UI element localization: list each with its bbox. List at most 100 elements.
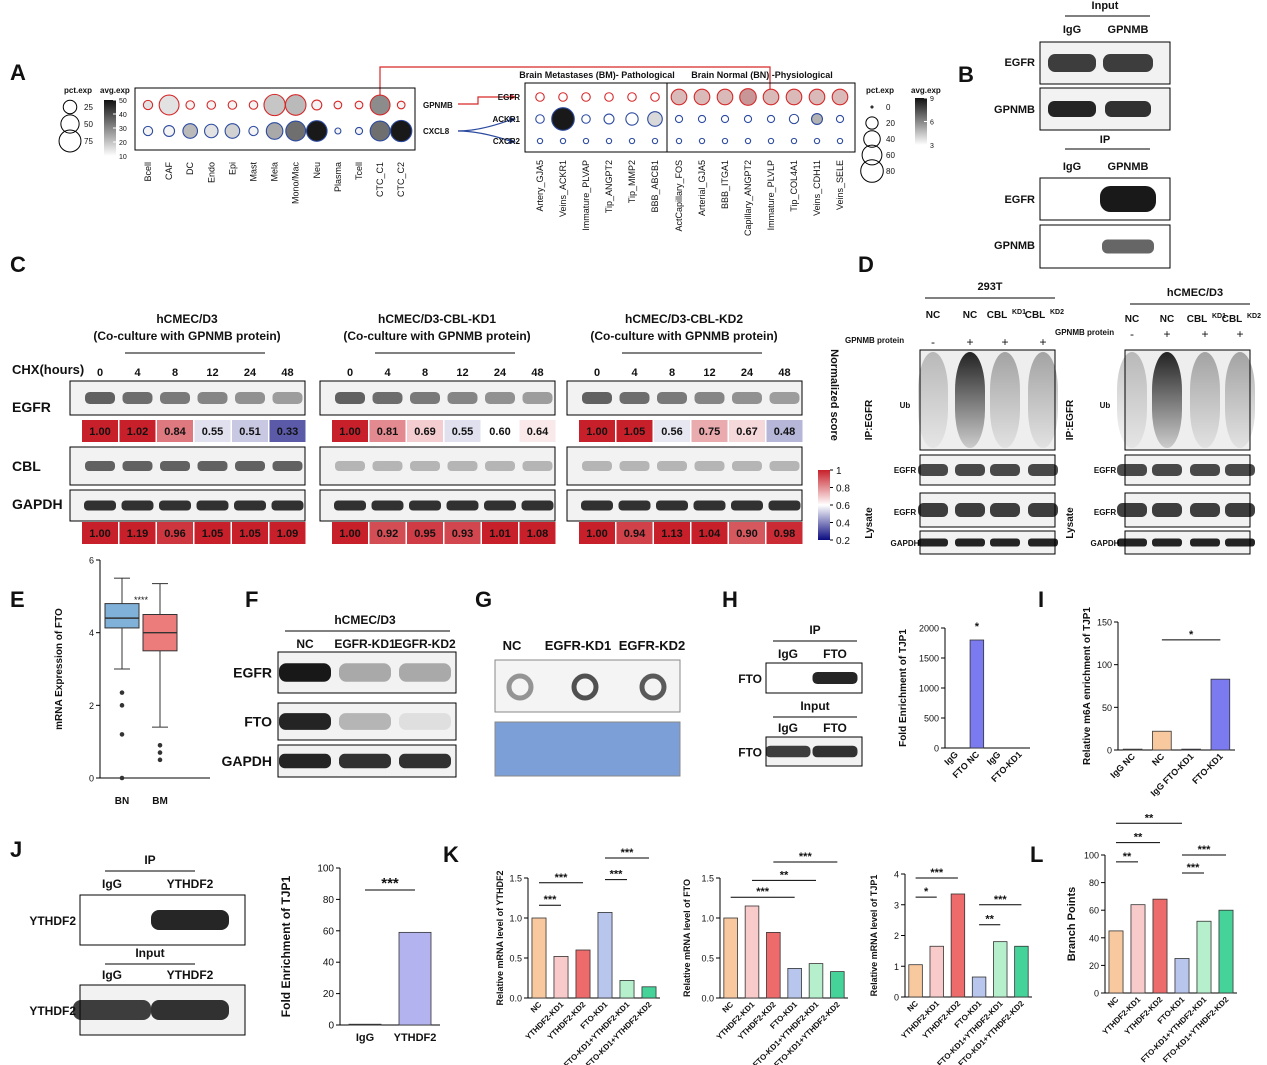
dot	[581, 92, 591, 102]
label: Ub	[1100, 401, 1111, 410]
score-label: 0.75	[699, 426, 720, 438]
cell-label: BBB_ABCB1	[650, 160, 660, 213]
blot-band	[271, 500, 304, 511]
time-label: 4	[384, 367, 391, 379]
blot-band	[85, 461, 115, 471]
significance: ***	[756, 886, 770, 898]
dot	[831, 88, 849, 106]
blot-band	[399, 753, 451, 769]
label: KD1	[1012, 309, 1026, 316]
blot-band	[1117, 464, 1147, 476]
blot-band	[918, 464, 948, 476]
score-box	[194, 420, 231, 442]
label: YTHDF2	[29, 914, 76, 928]
outlier	[157, 750, 163, 755]
panel-letter: B	[958, 62, 974, 87]
label: EGFR	[233, 665, 272, 681]
dot	[744, 137, 752, 145]
colorbar-title: Normalized score	[828, 349, 840, 441]
blot-band	[1103, 54, 1153, 72]
dotplot-frame	[524, 82, 856, 153]
cell-label: Mast	[249, 162, 259, 182]
blot-band	[410, 392, 440, 404]
group-title: Brain Normal (BN) -Physiological	[691, 70, 833, 80]
dot	[693, 88, 711, 106]
score-label: 0.69	[414, 426, 435, 438]
score-label: 0.67	[736, 426, 757, 438]
sign: -	[1130, 327, 1134, 341]
score-box	[691, 522, 728, 544]
score-label: 1.00	[339, 426, 360, 438]
x-tick-label: NC	[1106, 995, 1121, 1010]
blot-band	[279, 753, 331, 769]
blot-band	[1225, 352, 1255, 448]
dot	[651, 137, 659, 145]
dot	[263, 93, 286, 117]
score-box	[369, 420, 406, 442]
blot-band	[769, 461, 800, 471]
cell-label: CAF	[164, 161, 174, 180]
dot	[142, 125, 154, 137]
y-tick-label: 0	[934, 744, 939, 754]
blot-band	[522, 461, 553, 471]
blot-band	[1190, 352, 1220, 448]
dot	[766, 114, 776, 124]
gene-label: CXCR2	[493, 137, 521, 146]
colorbar-label: 50	[119, 98, 127, 105]
bar	[1130, 904, 1146, 994]
dot	[605, 137, 613, 145]
bar	[993, 941, 1008, 998]
sign: +	[1201, 327, 1208, 341]
significance: ***	[610, 869, 624, 881]
dot	[334, 127, 342, 135]
panel-letter: I	[1038, 587, 1044, 612]
cell-label: Tip_MMP2	[627, 160, 637, 203]
bar	[1218, 909, 1234, 994]
label: avg.exp	[911, 86, 941, 95]
cell-label: Mela	[270, 162, 280, 182]
bar	[1181, 748, 1201, 751]
blot-band	[1100, 186, 1156, 212]
blot	[566, 446, 803, 486]
blot-band	[160, 461, 190, 471]
label: 0.8	[836, 484, 850, 495]
y-tick-label: 100	[1097, 660, 1112, 670]
sign: +	[1039, 335, 1046, 349]
significance: ***	[1187, 862, 1201, 874]
y-tick-label: 60	[1089, 906, 1099, 916]
blot-band	[399, 713, 451, 730]
label: CBL	[1187, 314, 1208, 325]
label: KD1	[1212, 313, 1226, 320]
panel-letter: C	[10, 252, 26, 277]
label: YTHDF2	[167, 877, 214, 891]
dot	[716, 88, 734, 106]
y-tick-label: 50	[1102, 703, 1112, 713]
score-box	[579, 522, 615, 544]
dot	[305, 120, 328, 142]
score-box	[519, 420, 556, 442]
dot-spot	[639, 673, 667, 701]
dot	[224, 123, 241, 139]
label: (Co-culture with GPNMB protein)	[343, 329, 530, 343]
significance: **	[985, 914, 994, 926]
y-tick-label: 2000	[919, 624, 939, 634]
time-label: 12	[456, 367, 468, 379]
dot	[582, 137, 590, 145]
score-label: 1.02	[127, 426, 148, 438]
sign: +	[1236, 327, 1243, 341]
score-label: 0.92	[377, 528, 398, 540]
score-box	[269, 420, 306, 442]
score-box	[729, 522, 765, 544]
cell-label: Arterial_GJA5	[697, 160, 707, 216]
blot-band	[1102, 239, 1154, 254]
box	[104, 603, 140, 629]
label: CHX(hours)	[12, 362, 84, 377]
label: avg.exp	[100, 86, 130, 95]
bar	[971, 976, 987, 998]
score-label: 1.19	[127, 528, 148, 540]
bar	[1152, 898, 1168, 994]
y-tick-label: 0	[328, 1021, 334, 1032]
bar	[553, 956, 569, 999]
score-label: 1.00	[89, 426, 110, 438]
bar	[641, 986, 657, 999]
